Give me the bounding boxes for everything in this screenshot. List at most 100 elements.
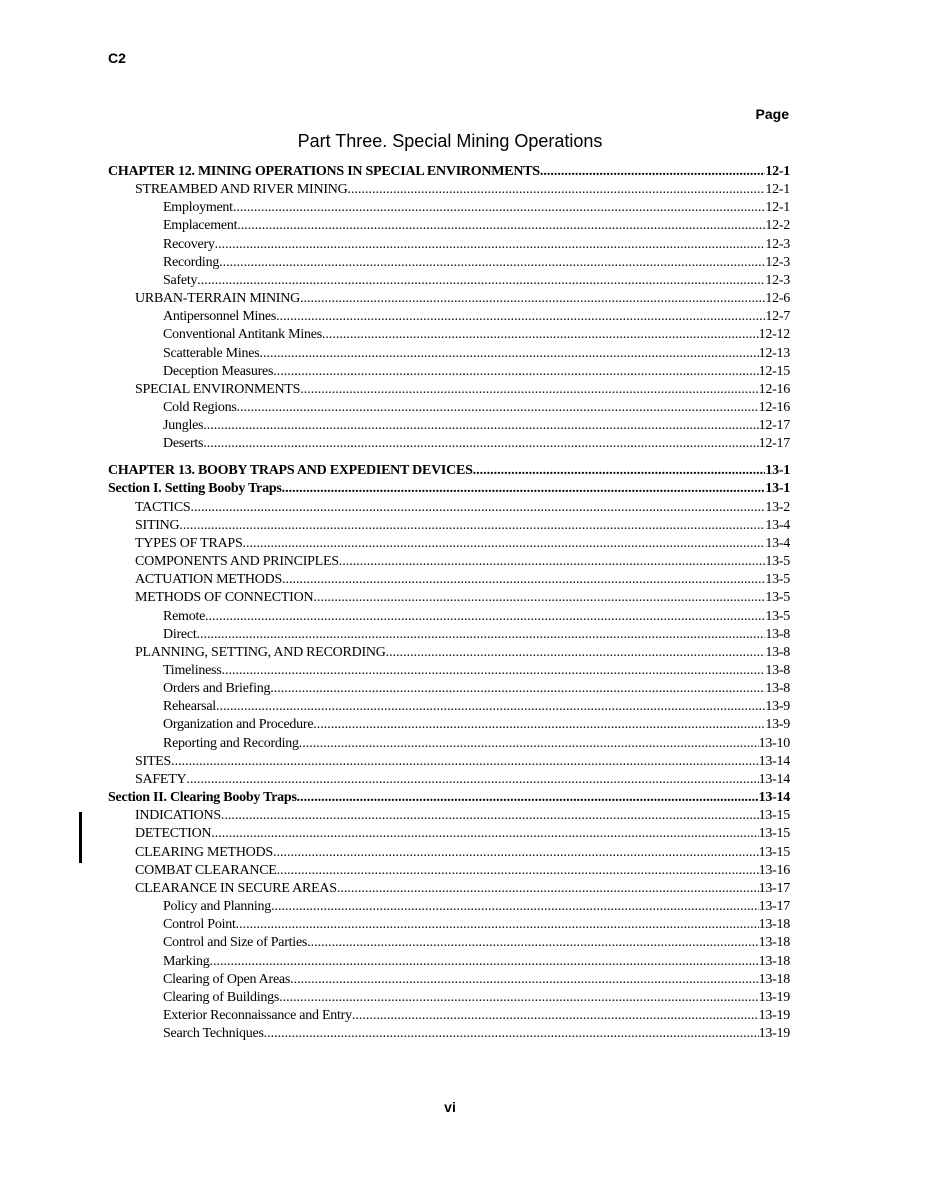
toc-entry[interactable]: Policy and Planning 13-17 [108, 898, 790, 916]
toc-entry[interactable]: Emplacement 12-2 [108, 217, 790, 235]
toc-entry[interactable]: TYPES OF TRAPS 13-4 [108, 535, 790, 553]
dot-leader [277, 862, 759, 880]
toc-entry-page: 13-9 [765, 699, 790, 715]
toc-entry-page: 13-16 [758, 862, 790, 878]
toc-entry[interactable]: Scatterable Mines 12-13 [108, 345, 790, 363]
toc-entry[interactable]: Antipersonnel Mines 12-7 [108, 308, 790, 326]
toc-entry-title: TYPES OF TRAPS [135, 535, 243, 551]
toc-entry-page: 12-6 [765, 291, 790, 307]
toc-entry-title: DETECTION [135, 826, 212, 842]
toc-entry-page: 12-15 [758, 363, 790, 379]
toc-entry[interactable]: PLANNING, SETTING, AND RECORDING 13-8 [108, 644, 790, 662]
toc-entry-title: URBAN-TERRAIN MINING [135, 291, 300, 307]
dot-leader [211, 825, 758, 843]
toc-entry[interactable]: Deception Measures 12-15 [108, 363, 790, 381]
toc-entry[interactable]: Recovery 12-3 [108, 236, 790, 254]
toc-entry-page: 12-1 [765, 164, 790, 179]
dot-leader [203, 435, 758, 453]
toc-entry-page: 13-19 [758, 1007, 790, 1023]
toc-entry[interactable]: Rehearsal 13-9 [108, 698, 790, 716]
toc-entry[interactable]: DETECTION 13-15 [108, 825, 790, 843]
toc-entry[interactable]: CHAPTER 12. MINING OPERATIONS IN SPECIAL… [108, 163, 790, 181]
dot-leader [186, 771, 758, 789]
toc-entry-page: 12-17 [758, 418, 790, 434]
toc-entry[interactable]: Section II. Clearing Booby Traps 13-14 [108, 789, 790, 807]
toc-entry-title: Recording [163, 254, 220, 270]
toc-entry[interactable]: Timeliness 13-8 [108, 662, 790, 680]
toc-entry[interactable]: Reporting and Recording 13-10 [108, 735, 790, 753]
toc-entry[interactable]: SITES 13-14 [108, 753, 790, 771]
toc-entry[interactable]: INDICATIONS 13-15 [108, 807, 790, 825]
toc-entry[interactable]: CHAPTER 13. BOOBY TRAPS AND EXPEDIENT DE… [108, 462, 790, 480]
toc-entry-page: 13-1 [765, 481, 790, 497]
toc-entry[interactable]: COMPONENTS AND PRINCIPLES 13-5 [108, 553, 790, 571]
toc-entry[interactable]: Marking 13-18 [108, 953, 790, 971]
dot-leader [282, 571, 765, 589]
dot-leader [271, 898, 759, 916]
toc-entry-title: Direct [163, 626, 197, 642]
toc-entry-title: TACTICS [135, 499, 191, 515]
dot-leader [259, 345, 758, 363]
toc-entry[interactable]: Exterior Reconnaissance and Entry 13-19 [108, 1007, 790, 1025]
toc-entry[interactable]: SAFETY 13-14 [108, 771, 790, 789]
toc-entry[interactable]: Recording 12-3 [108, 254, 790, 272]
toc-entry[interactable]: Orders and Briefing 13-8 [108, 680, 790, 698]
toc-entry-title: Jungles [163, 418, 204, 434]
dot-leader [540, 163, 766, 181]
dot-leader [290, 971, 759, 989]
toc-entry[interactable]: STREAMBED AND RIVER MINING 12-1 [108, 181, 790, 199]
dot-leader [190, 499, 765, 517]
dot-leader [322, 326, 759, 344]
toc-entry[interactable]: Control and Size of Parties 13-18 [108, 934, 790, 952]
toc-entry[interactable]: Direct 13-8 [108, 626, 790, 644]
toc-entry[interactable]: Cold Regions 12-16 [108, 399, 790, 417]
toc-entry[interactable]: Control Point 13-18 [108, 916, 790, 934]
toc-entry-page: 13-8 [765, 681, 790, 697]
toc-entry[interactable]: TACTICS 13-2 [108, 499, 790, 517]
dot-leader [299, 735, 759, 753]
toc-entry[interactable]: SITING 13-4 [108, 517, 790, 535]
toc-entry[interactable]: CLEARING METHODS 13-15 [108, 844, 790, 862]
toc-entry-page: 13-18 [758, 917, 790, 933]
toc-entry[interactable]: Employment 12-1 [108, 199, 790, 217]
dot-leader [473, 462, 766, 480]
toc-entry-title: COMPONENTS AND PRINCIPLES [135, 554, 339, 570]
dot-leader [386, 644, 766, 662]
toc-entry[interactable]: Organization and Procedure 13-9 [108, 716, 790, 734]
toc-entry[interactable]: Jungles 12-17 [108, 417, 790, 435]
toc-entry[interactable]: SPECIAL ENVIRONMENTS 12-16 [108, 381, 790, 399]
dot-leader [273, 363, 758, 381]
toc-entry[interactable]: COMBAT CLEARANCE 13-16 [108, 862, 790, 880]
toc-entry-page: 12-16 [758, 400, 790, 416]
dot-leader [264, 1025, 759, 1043]
toc-entry[interactable]: Section I. Setting Booby Traps 13-1 [108, 480, 790, 498]
toc-entry-page: 13-14 [758, 790, 790, 806]
toc-entry[interactable]: Clearing of Buildings 13-19 [108, 989, 790, 1007]
toc-entry[interactable]: URBAN-TERRAIN MINING 12-6 [108, 290, 790, 308]
toc-entry[interactable]: METHODS OF CONNECTION 13-5 [108, 589, 790, 607]
dot-leader [337, 880, 759, 898]
toc-entry[interactable]: Deserts 12-17 [108, 435, 790, 453]
toc-entry-title: Conventional Antitank Mines [163, 327, 322, 343]
toc-entry-page: 13-4 [765, 535, 790, 551]
dot-leader [236, 916, 759, 934]
dot-leader [197, 272, 765, 290]
change-bar [79, 812, 82, 863]
toc-entry-title: Safety [163, 272, 198, 288]
toc-entry-page: 12-7 [765, 309, 790, 325]
dot-leader [209, 953, 758, 971]
toc-entry[interactable]: Remote 13-5 [108, 608, 790, 626]
toc-entry[interactable]: Clearing of Open Areas 13-18 [108, 971, 790, 989]
toc-entry[interactable]: ACTUATION METHODS 13-5 [108, 571, 790, 589]
toc-entry-page: 13-8 [765, 644, 790, 660]
toc-entry-page: 13-18 [758, 935, 790, 951]
toc-entry-page: 13-9 [765, 717, 790, 733]
toc-entry[interactable]: Safety 12-3 [108, 272, 790, 290]
toc-entry[interactable]: CLEARANCE IN SECURE AREAS 13-17 [108, 880, 790, 898]
toc-entry-title: Search Techniques [163, 1026, 264, 1042]
dot-leader [300, 290, 765, 308]
toc-entry-title: Clearing of Open Areas [163, 971, 291, 987]
toc-entry[interactable]: Search Techniques 13-19 [108, 1025, 790, 1043]
dot-leader [237, 399, 759, 417]
toc-entry[interactable]: Conventional Antitank Mines 12-12 [108, 326, 790, 344]
